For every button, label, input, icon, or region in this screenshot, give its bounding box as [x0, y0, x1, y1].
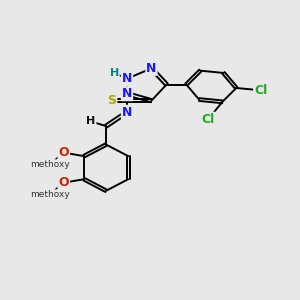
Text: methoxy: methoxy: [30, 160, 70, 169]
Text: O: O: [58, 176, 69, 189]
Text: H: H: [110, 68, 119, 78]
Text: Cl: Cl: [254, 84, 267, 97]
Text: methoxy: methoxy: [30, 190, 70, 199]
Text: H: H: [86, 116, 96, 127]
Text: O: O: [58, 146, 69, 159]
Text: N: N: [122, 106, 132, 119]
Text: Cl: Cl: [202, 113, 215, 126]
Text: N: N: [122, 72, 132, 85]
Text: S: S: [107, 94, 116, 107]
Text: N: N: [146, 62, 157, 75]
Text: N: N: [122, 87, 132, 100]
